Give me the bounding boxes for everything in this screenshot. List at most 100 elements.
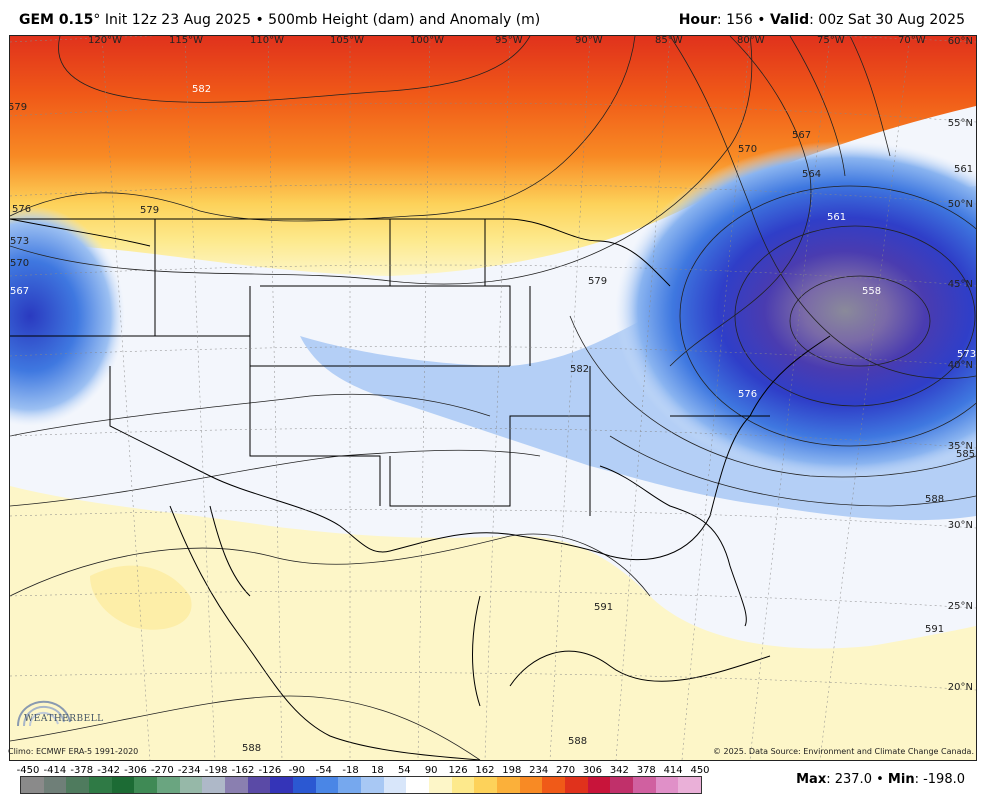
contour-label: 582 bbox=[570, 364, 590, 375]
lon-label-110w: 110°W bbox=[250, 35, 284, 46]
colorbar-ticks: -450 -414 -378 -342 -306 -270 -234 -198 -162 -126… bbox=[16, 765, 710, 777]
contour-label: 591 bbox=[925, 624, 945, 635]
colorbar bbox=[20, 776, 702, 794]
contour-label: 570 bbox=[738, 144, 758, 155]
contour-label: 558 bbox=[862, 286, 882, 297]
lat-label-50n: 50°N bbox=[947, 199, 973, 210]
logo-wordmark: WEATHERBELL bbox=[24, 714, 104, 724]
colorbar-swatch bbox=[157, 777, 180, 793]
contour-label: 579 bbox=[588, 276, 608, 287]
colorbar-swatch bbox=[202, 777, 226, 793]
colorbar-tick-label: -162 bbox=[231, 765, 255, 776]
lat-label-45n: 45°N bbox=[947, 279, 973, 290]
colorbar-swatch bbox=[519, 777, 543, 793]
lat-label-60n: 60°N bbox=[947, 36, 973, 47]
colorbar-tick-label: -54 bbox=[315, 765, 332, 776]
contour-label: 591 bbox=[594, 602, 614, 613]
colorbar-tick-label: -378 bbox=[70, 765, 94, 776]
colorbar-tick-label: -90 bbox=[288, 765, 305, 776]
lat-label-40n: 40°N bbox=[947, 360, 973, 371]
colorbar-swatch bbox=[43, 777, 67, 793]
colorbar-swatch bbox=[21, 777, 44, 793]
colorbar-swatch bbox=[565, 777, 588, 793]
colorbar-tick-label: -270 bbox=[151, 765, 174, 776]
colorbar-swatch bbox=[497, 777, 520, 793]
contour-label: 576 bbox=[738, 389, 758, 400]
contour-label: 561 bbox=[954, 164, 974, 175]
lat-label-35n: 35°N bbox=[947, 441, 973, 452]
colorbar-swatch bbox=[225, 777, 248, 793]
data-source-note: © 2025. Data Source: Environment and Cli… bbox=[712, 747, 974, 756]
colorbar-swatch bbox=[383, 777, 407, 793]
colorbar-swatch bbox=[66, 777, 90, 793]
colorbar-tick-label: 342 bbox=[609, 765, 629, 776]
colorbar-tick-label: 450 bbox=[690, 765, 710, 776]
contour-label: 579 bbox=[140, 205, 160, 216]
lon-label-85w: 85°W bbox=[655, 35, 683, 46]
colorbar-tick-label: 126 bbox=[448, 765, 468, 776]
lon-label-95w: 95°W bbox=[495, 35, 523, 46]
colorbar-swatch bbox=[678, 777, 702, 793]
contour-label: 579 bbox=[9, 102, 28, 113]
colorbar-swatch bbox=[111, 777, 135, 793]
colorbar-tick-label: 414 bbox=[663, 765, 683, 776]
colorbar-swatch bbox=[406, 777, 430, 793]
colorbar-swatch bbox=[293, 777, 316, 793]
colorbar-swatch bbox=[587, 777, 611, 793]
colorbar-tick-label: 198 bbox=[502, 765, 522, 776]
colorbar-swatch bbox=[134, 777, 158, 793]
colorbar-tick-label: -414 bbox=[43, 765, 67, 776]
colorbar-tick-label: -18 bbox=[342, 765, 359, 776]
model-name: GEM 0.15 bbox=[19, 12, 94, 28]
colorbar-swatch bbox=[474, 777, 498, 793]
colorbar-swatch bbox=[247, 777, 271, 793]
init-time: Init 12z 23 Aug 2025 bbox=[104, 12, 251, 28]
lat-label-20n: 20°N bbox=[947, 682, 973, 693]
colorbar-swatch bbox=[429, 777, 452, 793]
colorbar-tick-label: 54 bbox=[397, 765, 411, 776]
colorbar-tick-label: 306 bbox=[582, 765, 603, 776]
contour-label: 588 bbox=[242, 743, 262, 754]
lon-label-100w: 100°W bbox=[410, 35, 444, 46]
lat-label-55n: 55°N bbox=[947, 118, 973, 129]
lat-label-30n: 30°N bbox=[947, 520, 973, 531]
colorbar-swatch bbox=[270, 777, 294, 793]
anomaly-field bbox=[10, 36, 976, 760]
weather-map: 120°W 115°W 110°W 105°W 100°W 95°W 90°W … bbox=[9, 35, 977, 761]
contour-label: 588 bbox=[925, 494, 945, 505]
contour-label: 564 bbox=[802, 169, 822, 180]
colorbar-swatch bbox=[89, 777, 112, 793]
contour-label: 570 bbox=[10, 258, 30, 269]
contour-label: 561 bbox=[827, 212, 847, 223]
contour-label: 576 bbox=[12, 204, 32, 215]
colorbar-tick-label: -198 bbox=[204, 765, 228, 776]
colorbar-tick-label: -450 bbox=[16, 765, 40, 776]
colorbar-swatch bbox=[361, 777, 384, 793]
title-bar: GEM 0.15° Init 12z 23 Aug 2025 • 500mb H… bbox=[0, 0, 984, 34]
lon-label-75w: 75°W bbox=[817, 35, 845, 46]
climo-note: Climo: ECMWF ERA-5 1991-2020 bbox=[8, 747, 139, 756]
contour-label: 567 bbox=[792, 130, 812, 141]
colorbar-swatch bbox=[655, 777, 679, 793]
max-min-readout: Max: 237.0 • Min: -198.0 bbox=[796, 772, 965, 787]
lon-label-90w: 90°W bbox=[575, 35, 603, 46]
colorbar-swatch bbox=[451, 777, 475, 793]
valid-time: Hour: 156 • Valid: 00z Sat 30 Aug 2025 bbox=[678, 12, 965, 28]
colorbar-swatch bbox=[633, 777, 656, 793]
contour-label: 573 bbox=[957, 349, 977, 360]
colorbar-swatch bbox=[338, 777, 362, 793]
colorbar-swatch bbox=[315, 777, 339, 793]
colorbar-tick-label: 162 bbox=[475, 765, 495, 776]
colorbar-tick-label: -306 bbox=[124, 765, 147, 776]
colorbar-tick-label: -126 bbox=[258, 765, 282, 776]
weatherbell-logo-icon bbox=[17, 700, 71, 727]
colorbar-tick-label: -234 bbox=[177, 765, 201, 776]
contour-label: 588 bbox=[568, 736, 588, 747]
lon-label-80w: 80°W bbox=[737, 35, 765, 46]
map-title: GEM 0.15° Init 12z 23 Aug 2025 • 500mb H… bbox=[19, 12, 541, 28]
colorbar-tick-label: 270 bbox=[556, 765, 576, 776]
lon-label-115w: 115°W bbox=[169, 35, 203, 46]
colorbar-swatch bbox=[179, 777, 203, 793]
contour-label: 582 bbox=[192, 84, 212, 95]
lat-label-25n: 25°N bbox=[947, 601, 973, 612]
